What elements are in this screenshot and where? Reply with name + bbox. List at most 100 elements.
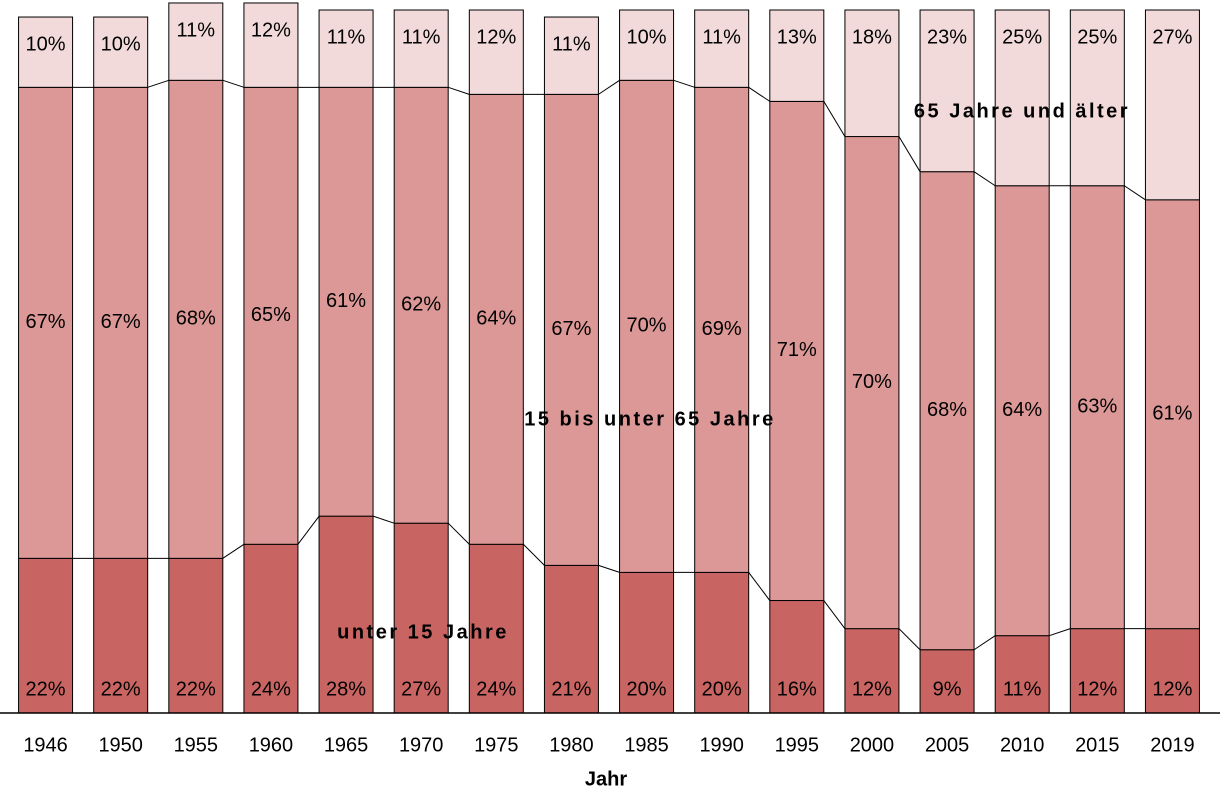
bar-segment: [468, 93, 524, 545]
x-tick-label: 1955: [174, 734, 219, 756]
connector: [748, 572, 771, 601]
value-label: 22%: [176, 678, 216, 700]
series-name: 15 bis unter 65 Jahre: [524, 408, 775, 430]
bar-segment: [318, 9, 374, 88]
bar-segment: [994, 185, 1050, 637]
value-label: 12%: [852, 678, 892, 700]
connector: [297, 515, 320, 545]
value-label: 67%: [26, 311, 66, 333]
value-label: 71%: [777, 339, 817, 361]
bar-segment: [393, 522, 449, 714]
value-label: 70%: [627, 315, 667, 337]
bar-segment: [694, 86, 750, 573]
bar-segment: [1144, 199, 1200, 630]
value-label: 10%: [101, 33, 141, 55]
value-label: 12%: [251, 19, 291, 41]
value-label: 68%: [927, 399, 967, 421]
bar-segment: [468, 9, 524, 95]
bar-segment: [18, 86, 74, 559]
value-label: 22%: [26, 678, 66, 700]
bar-segment: [1069, 9, 1125, 187]
bar-segment: [1069, 628, 1125, 714]
connector: [898, 136, 921, 172]
value-label: 24%: [251, 678, 291, 700]
x-tick-label: 1975: [474, 734, 519, 756]
connector: [147, 79, 169, 88]
bar-segment: [694, 9, 750, 88]
connector: [1049, 628, 1071, 637]
value-label: 21%: [551, 678, 591, 700]
x-tick-label: 2010: [1000, 734, 1045, 756]
connector: [973, 635, 996, 651]
x-tick-label: 1970: [399, 734, 444, 756]
bar-segment: [543, 93, 599, 566]
value-label: 20%: [702, 678, 742, 700]
bar-segment: [844, 628, 900, 714]
bar-segment: [919, 9, 975, 173]
connector: [823, 101, 846, 137]
connector: [222, 79, 245, 88]
value-label: 11%: [327, 26, 366, 48]
bar-segment: [393, 9, 449, 88]
connector: [447, 522, 470, 545]
value-label: 20%: [627, 678, 667, 700]
value-label: 12%: [1152, 678, 1192, 700]
bar-segment: [994, 9, 1050, 187]
value-label: 11%: [177, 19, 216, 41]
value-label: 27%: [1152, 26, 1192, 48]
bar-segment: [18, 557, 74, 714]
value-label: 18%: [852, 26, 892, 48]
x-tick-label: 1965: [324, 734, 369, 756]
bar-segment: [844, 9, 900, 138]
value-label: 25%: [1002, 26, 1042, 48]
value-label: 16%: [777, 678, 817, 700]
value-label: 23%: [927, 26, 967, 48]
value-label: 22%: [101, 678, 141, 700]
bar-segment: [919, 649, 975, 714]
value-label: 61%: [326, 290, 366, 312]
bar-segment: [1144, 628, 1200, 714]
x-tick-label: 1950: [98, 734, 143, 756]
x-tick-label: 1985: [624, 734, 669, 756]
value-label: 62%: [401, 294, 441, 316]
bar-segment: [393, 86, 449, 524]
bar-segment: [769, 600, 825, 714]
value-label: 27%: [401, 678, 441, 700]
value-label: 28%: [326, 678, 366, 700]
bar-segment: [619, 9, 675, 81]
bar-segment: [994, 635, 1050, 714]
value-label: 68%: [176, 308, 216, 330]
series-name: unter 15 Jahre: [337, 621, 509, 643]
value-label: 70%: [852, 371, 892, 393]
x-tick-label: 2000: [850, 734, 895, 756]
x-tick-label: 2005: [925, 734, 970, 756]
connector: [598, 79, 620, 95]
value-label: 67%: [551, 318, 591, 340]
bar-segment: [1144, 9, 1200, 201]
value-label: 12%: [1077, 678, 1117, 700]
connector: [1124, 185, 1146, 201]
series-name: 65 Jahre und älter: [914, 100, 1130, 122]
bar-segment: [543, 16, 599, 95]
connector: [522, 543, 545, 566]
bar-segment: [318, 86, 374, 517]
value-label: 67%: [101, 311, 141, 333]
bar-segment: [93, 16, 149, 88]
value-label: 10%: [26, 33, 66, 55]
bar-segment: [543, 564, 599, 714]
value-label: 63%: [1077, 395, 1117, 417]
value-label: 11%: [1003, 678, 1042, 700]
value-label: 65%: [251, 304, 291, 326]
bar-segment: [93, 86, 149, 559]
bar-segment: [318, 515, 374, 714]
bar-segment: [619, 79, 675, 573]
connector: [898, 628, 921, 651]
connector: [973, 171, 996, 187]
value-label: 25%: [1077, 26, 1117, 48]
bar-segment: [93, 557, 149, 714]
connector: [748, 86, 771, 102]
connector: [222, 543, 245, 559]
value-label: 11%: [402, 26, 441, 48]
connector: [598, 564, 620, 573]
